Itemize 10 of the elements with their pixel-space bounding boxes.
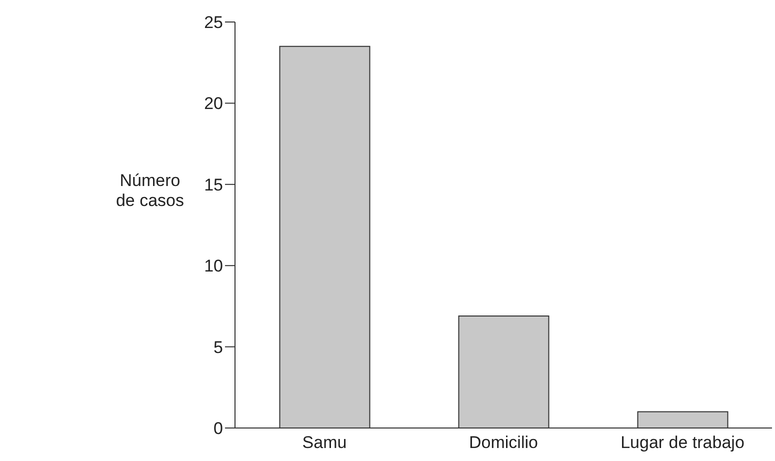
x-tick-label: Samu xyxy=(302,433,347,452)
x-tick-label: Lugar de trabajo xyxy=(620,433,744,452)
y-axis-title: Número de casos xyxy=(116,171,184,210)
y-tick-label: 15 xyxy=(204,175,223,194)
y-tick-label: 0 xyxy=(214,419,223,438)
y-tick-label: 25 xyxy=(204,13,223,32)
y-tick-label: 10 xyxy=(204,256,223,276)
y-tick-label: 5 xyxy=(214,338,223,357)
x-tick-label: Domicilio xyxy=(469,433,538,452)
y-tick-label: 20 xyxy=(204,94,223,114)
